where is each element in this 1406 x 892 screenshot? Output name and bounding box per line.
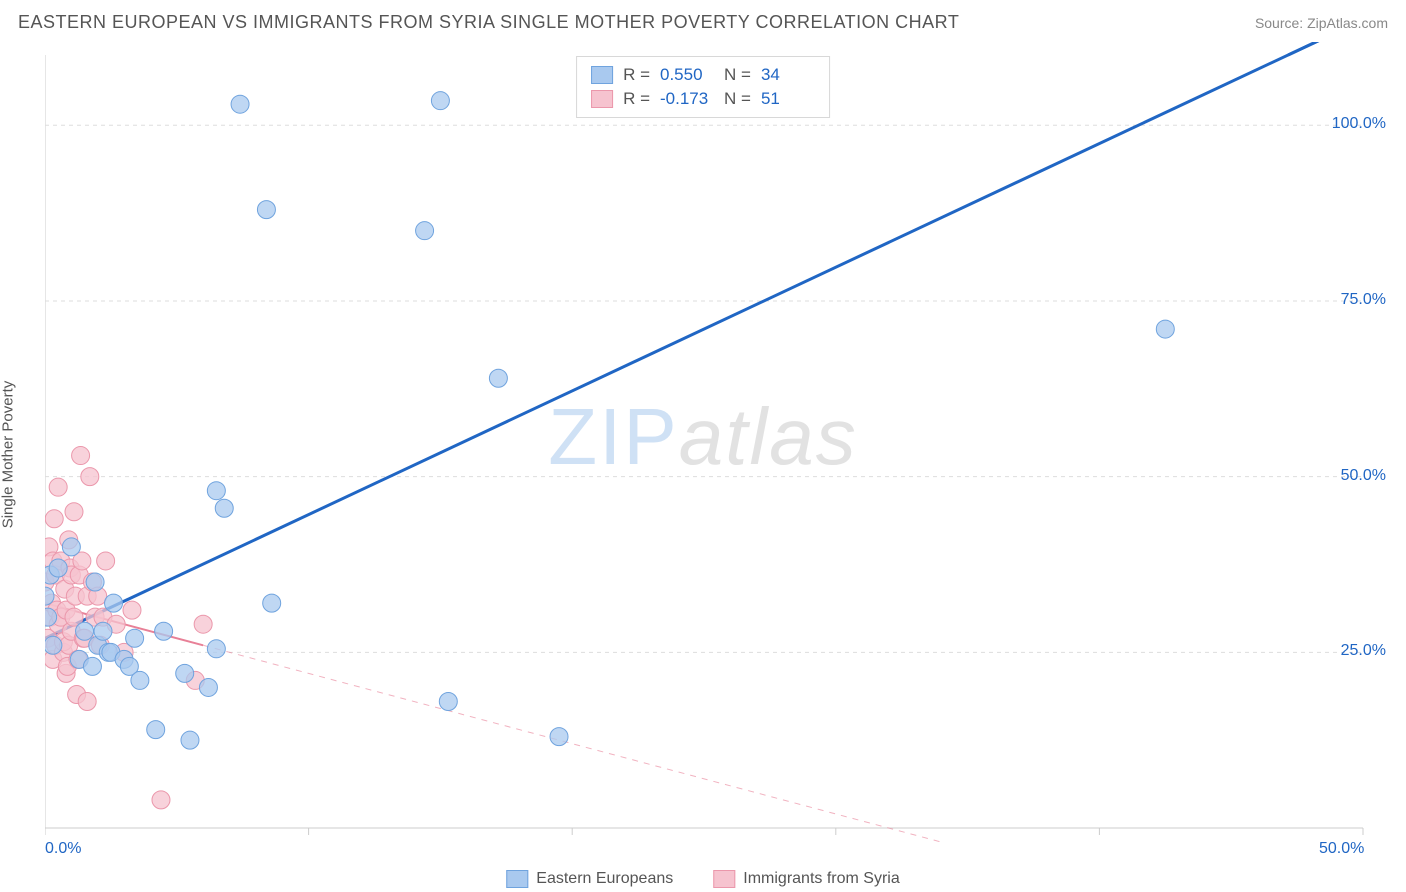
r-value: -0.173 — [660, 89, 714, 109]
r-label: R = — [623, 89, 650, 109]
y-tick-label: 75.0% — [1341, 291, 1386, 309]
series-legend: Eastern Europeans Immigrants from Syria — [506, 870, 899, 888]
r-value: 0.550 — [660, 65, 714, 85]
n-value: 34 — [761, 65, 815, 85]
legend-item: Eastern Europeans — [506, 870, 673, 888]
y-tick-label: 25.0% — [1341, 642, 1386, 660]
chart-title: EASTERN EUROPEAN VS IMMIGRANTS FROM SYRI… — [18, 12, 959, 33]
swatch-pink — [591, 90, 613, 108]
x-tick-label: 50.0% — [1319, 840, 1364, 858]
chart-source: Source: ZipAtlas.com — [1255, 15, 1388, 31]
n-label: N = — [724, 89, 751, 109]
chart-header: EASTERN EUROPEAN VS IMMIGRANTS FROM SYRI… — [18, 12, 1388, 33]
scatter-chart — [45, 42, 1385, 842]
x-tick-label: 0.0% — [45, 840, 81, 858]
y-axis-label: Single Mother Poverty — [0, 381, 17, 529]
legend-item: Immigrants from Syria — [713, 870, 899, 888]
legend-label: Eastern Europeans — [536, 870, 673, 888]
swatch-pink — [713, 870, 735, 888]
correlation-legend: R = 0.550 N = 34 R = -0.173 N = 51 — [576, 56, 830, 118]
r-label: R = — [623, 65, 650, 85]
swatch-blue — [591, 66, 613, 84]
n-label: N = — [724, 65, 751, 85]
swatch-blue — [506, 870, 528, 888]
y-tick-label: 50.0% — [1341, 467, 1386, 485]
legend-label: Immigrants from Syria — [743, 870, 899, 888]
correlation-row: R = -0.173 N = 51 — [591, 87, 815, 111]
n-value: 51 — [761, 89, 815, 109]
correlation-row: R = 0.550 N = 34 — [591, 63, 815, 87]
y-tick-label: 100.0% — [1332, 115, 1386, 133]
